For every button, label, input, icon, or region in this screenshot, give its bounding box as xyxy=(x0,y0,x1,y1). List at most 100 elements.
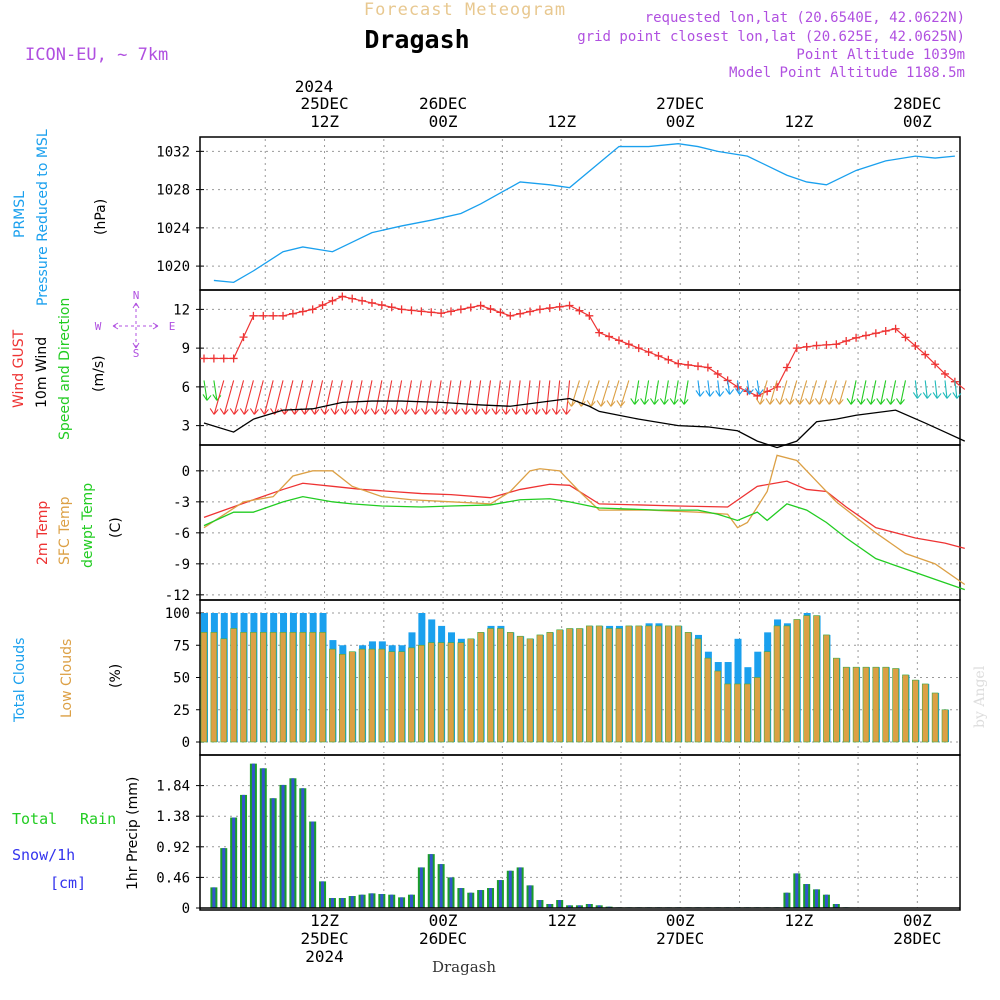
wind-gust-marker xyxy=(437,309,446,318)
wind-direction-arrow xyxy=(481,380,492,415)
wind-direction-arrow xyxy=(586,380,600,407)
low-cloud-bar xyxy=(506,632,514,743)
wind-direction-arrow xyxy=(886,380,897,405)
wind-gust-marker xyxy=(802,342,811,351)
wind-gust-marker xyxy=(822,340,831,349)
low-cloud-bar xyxy=(615,628,623,743)
bottom-time-label: 00Z xyxy=(429,911,458,930)
pressure-tick-label: 1024 xyxy=(156,221,190,237)
rain-precip-bar xyxy=(301,788,305,908)
wind-direction-arrow xyxy=(659,380,669,405)
rain-precip-bar xyxy=(330,898,334,908)
low-cloud-bar xyxy=(931,692,939,743)
low-cloud-bar xyxy=(645,625,652,743)
wind-gust-marker xyxy=(664,355,673,364)
rain-precip-bar xyxy=(261,768,265,908)
wind-gust-marker xyxy=(931,360,940,369)
wind-gust-marker xyxy=(456,305,465,314)
wind-gust-marker xyxy=(565,301,574,310)
rain-precip-bar xyxy=(400,897,404,908)
temp-tick-label: 0 xyxy=(182,464,190,480)
clouds-tick-label: 100 xyxy=(165,606,190,622)
rain-precip-bar xyxy=(795,873,799,908)
low-cloud-bar xyxy=(378,648,386,743)
low-cloud-bar xyxy=(240,632,247,743)
wind-direction-arrow xyxy=(471,380,482,415)
wind-gust-marker xyxy=(506,311,515,320)
wind-gust-marker xyxy=(921,350,930,359)
low-cloud-bar xyxy=(783,625,791,743)
wind-gust-marker xyxy=(200,354,208,363)
wind-gust-marker xyxy=(417,307,426,316)
pressure-unit: (hPa) xyxy=(93,199,109,235)
low-cloud-bar xyxy=(941,709,949,743)
wind-direction-arrow xyxy=(775,380,788,405)
low-cloud-bar xyxy=(704,657,712,743)
wind-gust-marker xyxy=(842,337,851,346)
precip-tick-label: 1.38 xyxy=(156,809,190,825)
rain-precip-bar xyxy=(360,894,364,908)
wind-direction-arrow xyxy=(765,380,778,405)
y-tick-labels: 1032 1028 1024 1020 12 9 6 3 0 -3 -6 -9 -12 100 75 50 25… xyxy=(156,144,190,917)
wind-direction-arrow xyxy=(705,380,715,397)
rain-precip-bar xyxy=(538,900,542,908)
compass-south: S xyxy=(133,347,140,360)
low-cloud-bar xyxy=(457,642,465,743)
wind-gust-marker xyxy=(447,307,455,316)
rain-precip-bar xyxy=(390,894,394,908)
low-cloud-bar xyxy=(625,625,633,743)
precip-unit: 1hr Precip (mm) xyxy=(125,777,141,890)
wind-gust-line xyxy=(204,295,966,397)
top-time-label: 00Z xyxy=(429,112,458,131)
wind-direction-arrow xyxy=(330,380,343,415)
wind-direction-arrow xyxy=(805,380,818,405)
wind-direction-arrow xyxy=(640,380,650,405)
bottom-time-label: 00Z xyxy=(903,911,932,930)
wind-gust-marker xyxy=(634,344,643,353)
wind-direction-arrow xyxy=(229,380,245,415)
wind-direction-arrow xyxy=(212,380,222,401)
pressure-line xyxy=(213,143,955,284)
temp-label-sfc: SFC Temp xyxy=(57,496,73,565)
top-time-label: 28DEC xyxy=(893,94,941,113)
temp-label-dewpt: dewpt Temp xyxy=(80,483,96,568)
rain-precip-bar xyxy=(479,890,483,908)
wind-direction-arrow xyxy=(846,380,857,405)
wind-direction-arrow xyxy=(669,380,679,405)
wind-label-speed-dir: Speed and Direction xyxy=(57,298,73,440)
bottom-time-label: 26DEC xyxy=(419,929,467,948)
wind-direction-arrow xyxy=(421,380,432,415)
wind-gust-marker xyxy=(861,331,870,340)
rain-precip-bar xyxy=(518,867,522,908)
wind-gust-marker xyxy=(703,363,712,372)
wind-direction-arrow xyxy=(521,380,531,415)
precip-tick-label: 0 xyxy=(182,901,190,917)
precip-label-total: Total xyxy=(12,810,57,828)
low-cloud-bar xyxy=(418,644,425,743)
low-cloud-bar xyxy=(566,628,573,743)
wind-unit: (m/s) xyxy=(91,355,107,392)
precip-tick-label: 0.92 xyxy=(156,840,190,856)
clouds-unit: (%) xyxy=(108,664,124,688)
wind-direction-arrow xyxy=(744,380,754,395)
low-cloud-bar xyxy=(902,674,909,743)
compass-west: W xyxy=(95,320,102,333)
temp-line-2 xyxy=(203,496,965,591)
wind-gust-marker xyxy=(891,324,900,333)
low-cloud-bar xyxy=(497,628,504,743)
grid-point-coords: grid point closest lon,lat (20.625E, 42.… xyxy=(577,29,965,45)
bottom-time-label: 12Z xyxy=(784,911,813,930)
wind-direction-arrow xyxy=(932,380,942,399)
low-cloud-bar xyxy=(408,647,415,743)
wind-gust-marker xyxy=(624,340,633,349)
low-cloud-bar xyxy=(684,632,692,743)
low-cloud-bar xyxy=(813,615,820,743)
precip-tick-label: 0.46 xyxy=(156,870,190,886)
wind-direction-arrow xyxy=(219,380,235,415)
clouds-tick-label: 75 xyxy=(173,638,190,654)
compass-north: N xyxy=(133,289,140,302)
wind-tick-label: 6 xyxy=(182,380,190,396)
wind-gust-marker xyxy=(288,309,297,318)
wind-gust-marker xyxy=(792,344,801,353)
